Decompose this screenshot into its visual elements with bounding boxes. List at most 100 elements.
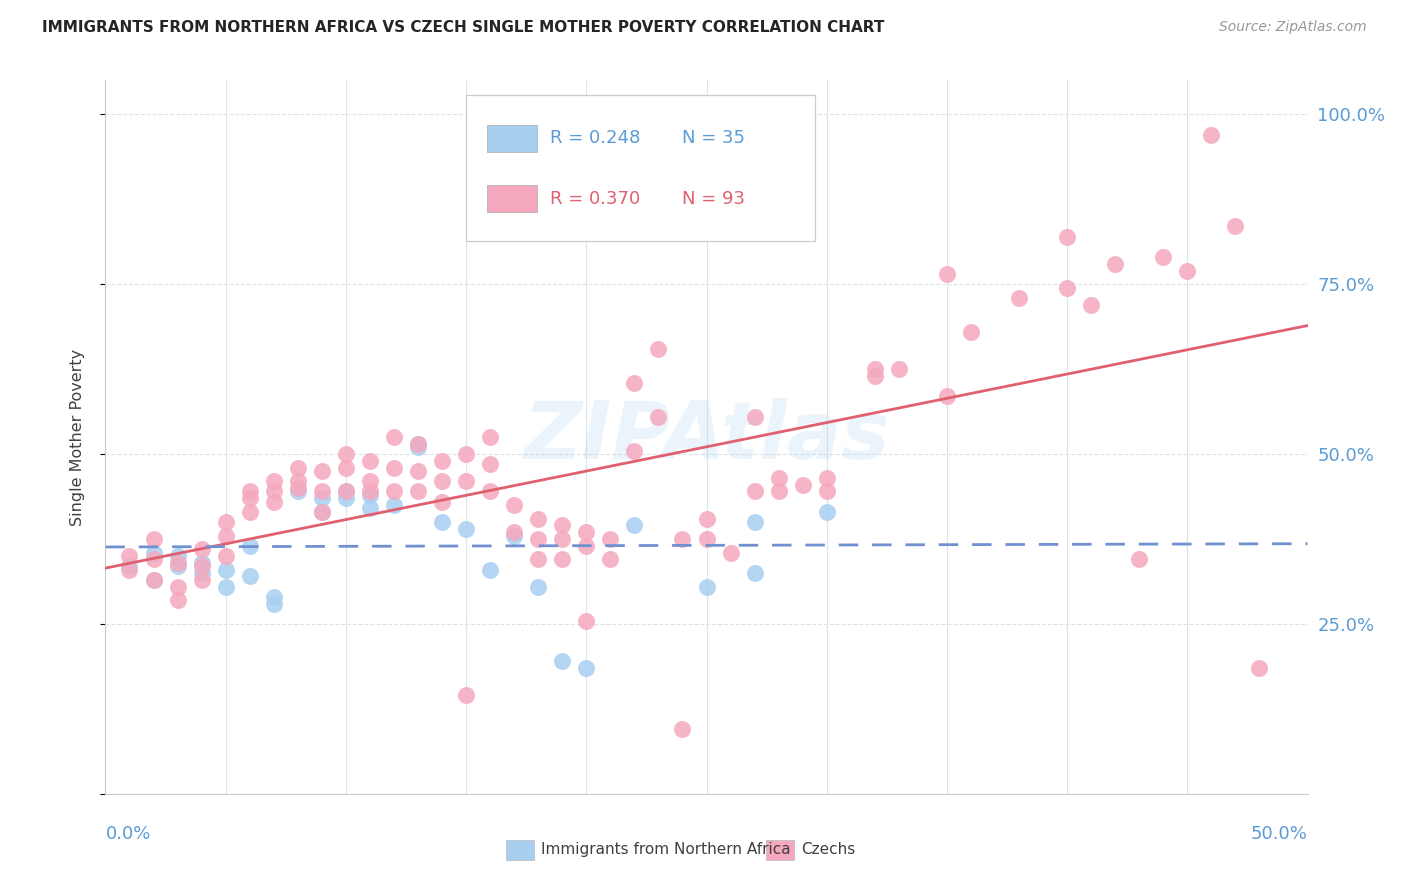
Point (527, 511, 550, 525)
Point (623, 376, 645, 390)
Point (214, 515, 236, 529)
Point (214, 528, 236, 542)
Point (720, 546, 742, 560)
Point (647, 342, 669, 356)
Point (118, 559, 141, 574)
Y-axis label: Single Mother Poverty: Single Mother Poverty (70, 349, 84, 525)
Point (430, 475, 453, 489)
Point (551, 518, 574, 533)
Point (887, 362, 910, 376)
Point (142, 546, 165, 560)
Point (551, 552, 574, 566)
Point (214, 580, 236, 594)
Point (744, 409, 766, 424)
Point (1225, 219, 1247, 234)
Point (239, 569, 262, 583)
Point (960, 325, 983, 339)
Point (118, 549, 141, 563)
Point (263, 590, 285, 604)
Point (671, 532, 693, 546)
Point (527, 532, 550, 546)
Point (863, 368, 886, 383)
Point (1175, 263, 1198, 277)
Point (815, 471, 838, 485)
Point (335, 460, 357, 475)
Text: IMMIGRANTS FROM NORTHERN AFRICA VS CZECH SINGLE MOTHER POVERTY CORRELATION CHART: IMMIGRANTS FROM NORTHERN AFRICA VS CZECH… (42, 20, 884, 35)
Point (263, 484, 285, 499)
Point (575, 525, 598, 540)
Point (287, 481, 309, 495)
Text: N = 93: N = 93 (682, 190, 745, 208)
Point (214, 549, 236, 563)
FancyBboxPatch shape (486, 125, 537, 152)
Point (551, 532, 574, 546)
Text: R = 0.370: R = 0.370 (550, 190, 641, 208)
Point (382, 430, 405, 444)
Point (430, 454, 453, 468)
Point (503, 525, 526, 540)
Point (454, 689, 477, 703)
Point (744, 566, 766, 580)
Point (166, 593, 188, 607)
Point (166, 549, 188, 563)
Point (118, 563, 141, 577)
Point (406, 464, 429, 478)
FancyBboxPatch shape (465, 95, 814, 241)
Point (575, 539, 598, 553)
Point (503, 528, 526, 542)
Point (647, 409, 669, 424)
Point (406, 440, 429, 454)
Point (479, 563, 502, 577)
Point (311, 505, 333, 519)
Text: ZIPAtlas: ZIPAtlas (523, 398, 890, 476)
Point (454, 475, 477, 489)
Point (239, 539, 262, 553)
Point (479, 457, 502, 471)
Point (551, 654, 574, 668)
Point (166, 556, 188, 570)
Point (599, 552, 621, 566)
Point (792, 477, 814, 491)
Point (142, 573, 165, 587)
Point (863, 362, 886, 376)
Point (1056, 229, 1078, 244)
Point (744, 515, 766, 529)
Point (1104, 257, 1126, 271)
Point (1249, 661, 1271, 675)
Point (815, 484, 838, 499)
Point (406, 437, 429, 451)
Point (430, 515, 453, 529)
Text: R = 0.248: R = 0.248 (550, 129, 641, 147)
Point (430, 494, 453, 508)
Point (936, 389, 959, 403)
Point (263, 597, 285, 611)
Point (359, 501, 381, 516)
Point (263, 475, 285, 489)
Point (190, 556, 212, 570)
Point (311, 505, 333, 519)
Point (503, 498, 526, 512)
Point (454, 522, 477, 536)
Point (1080, 297, 1102, 311)
Point (696, 532, 718, 546)
Point (815, 505, 838, 519)
Point (359, 475, 381, 489)
Point (696, 511, 718, 525)
Point (382, 460, 405, 475)
Point (1008, 291, 1031, 305)
Point (335, 491, 357, 506)
Point (768, 471, 790, 485)
Point (214, 563, 236, 577)
Point (744, 484, 766, 499)
Point (311, 464, 333, 478)
Point (768, 484, 790, 499)
Point (1128, 552, 1150, 566)
Point (1152, 250, 1174, 264)
Text: Immigrants from Northern Africa: Immigrants from Northern Africa (541, 842, 792, 856)
Point (382, 498, 405, 512)
Point (359, 454, 381, 468)
Point (239, 491, 262, 506)
Point (239, 484, 262, 499)
Point (623, 518, 645, 533)
Point (479, 484, 502, 499)
